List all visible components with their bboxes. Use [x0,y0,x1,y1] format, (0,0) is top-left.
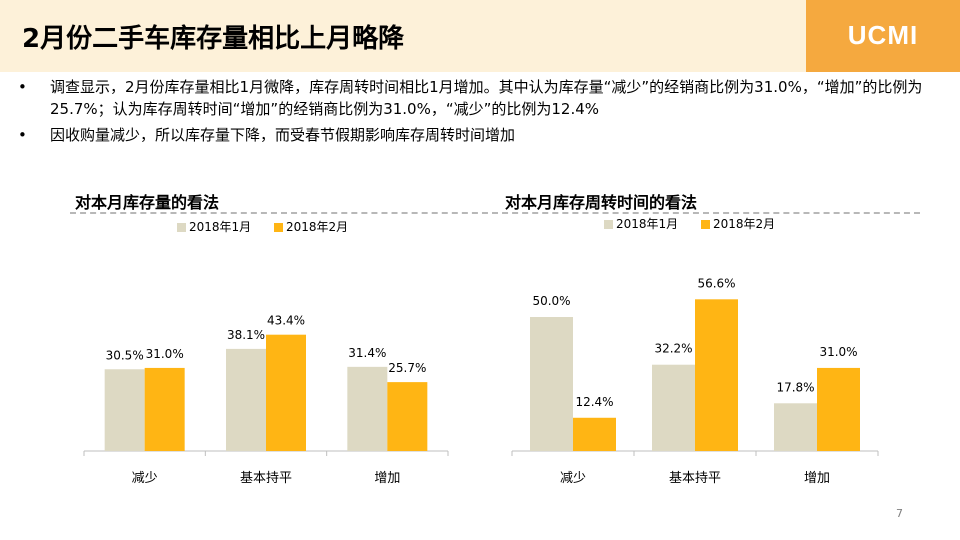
bar [652,364,695,451]
legend-label: 2018年1月 [189,220,251,234]
data-label: 12.4% [575,395,613,409]
data-label: 30.5% [106,348,144,362]
data-label: 31.0% [146,347,184,361]
data-label: 32.2% [654,342,692,356]
bullet-item: • 调查显示，2月份库存量相比1月微降，库存周转时间相比1月增加。其中认为库存量… [18,76,938,120]
legend-swatch [604,220,613,229]
category-label: 基本持平 [669,471,721,486]
category-label: 减少 [560,471,586,486]
data-label: 25.7% [388,361,426,375]
page-title: 2月份二手车库存量相比上月略降 [22,24,405,54]
bar [347,366,388,451]
bar [226,348,266,451]
bar [774,403,817,451]
bullet-text: 因收购量减少，所以库存量下降，而受春节假期影响库存周转时间增加 [50,126,516,144]
bullet-dot-icon: • [18,78,27,96]
bullet-dot-icon: • [18,126,27,144]
data-label: 38.1% [227,328,265,342]
bar [266,334,306,451]
chart-title-turnover: 对本月库存周转时间的看法 [505,193,698,212]
category-label: 减少 [132,471,158,486]
legend-label: 2018年1月 [616,217,678,231]
section-divider [70,212,920,214]
legend-label: 2018年2月 [713,217,775,231]
bar [104,369,145,451]
bar [387,382,428,451]
bullet-list: • 调查显示，2月份库存量相比1月微降，库存周转时间相比1月增加。其中认为库存量… [18,76,938,150]
legend-label: 2018年2月 [286,220,348,234]
chart-title-inventory: 对本月库存量的看法 [75,193,220,212]
page-number: 7 [896,507,903,520]
legend-swatch [274,223,283,232]
data-label: 31.4% [348,346,386,360]
bar [573,417,616,451]
bar [144,367,185,451]
data-label: 17.8% [776,380,814,394]
header-band [0,0,806,72]
data-label: 31.0% [819,345,857,359]
bullet-text: 调查显示，2月份库存量相比1月微降，库存周转时间相比1月增加。其中认为库存量“减… [50,78,923,118]
logo-text: UCMI [847,20,919,50]
legend-swatch [177,223,186,232]
bar [695,299,738,451]
bullet-item: • 因收购量减少，所以库存量下降，而受春节假期影响库存周转时间增加 [18,124,938,146]
data-label: 56.6% [697,276,735,290]
bar [817,367,860,451]
data-label: 43.4% [267,314,305,328]
data-label: 50.0% [532,294,570,308]
bar [530,317,573,451]
logo: UCMI [806,0,960,72]
category-label: 基本持平 [240,471,292,486]
category-label: 增加 [804,471,830,486]
legend-swatch [701,220,710,229]
category-label: 增加 [374,471,400,486]
